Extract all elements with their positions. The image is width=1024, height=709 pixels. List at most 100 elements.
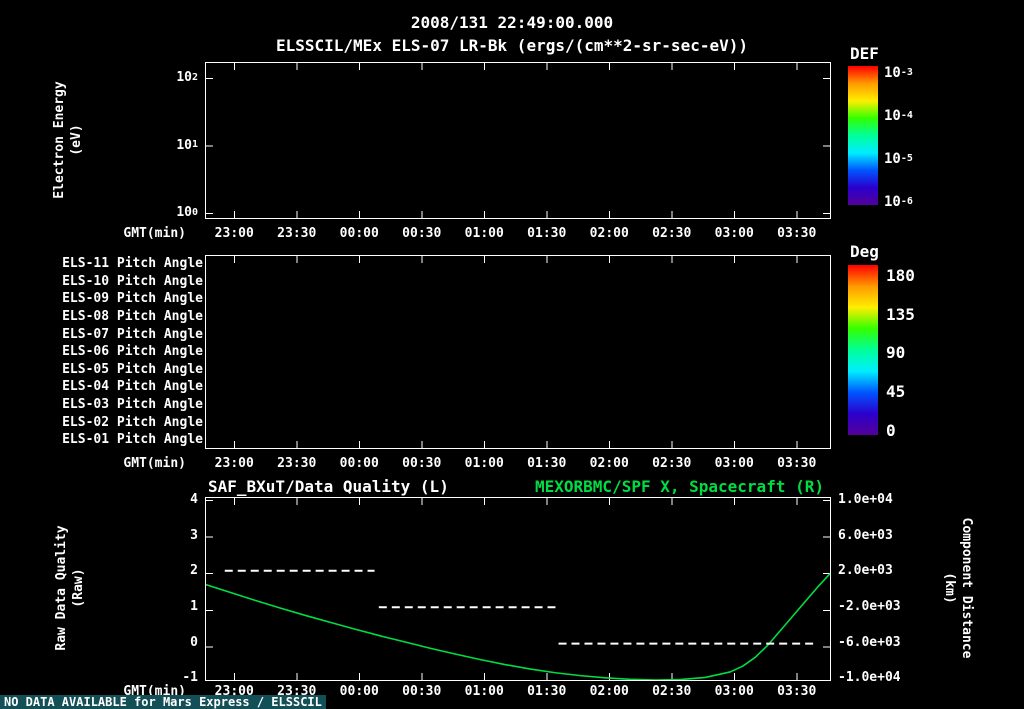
time-tick-label: 01:00 <box>464 456 504 471</box>
time-axis-2: 23:00 23:30 00:00 00:30 01:00 01:30 02:00 02:30… <box>203 456 828 471</box>
y-tick-label: 6.0e+03 <box>838 527 893 543</box>
def-colorbar-tick-labels: 10 -3 10 -4 10 -5 10 -6 <box>884 51 913 223</box>
pitch-angle-row-label: ELS-07 Pitch Angle <box>62 326 203 342</box>
quality-y-tick-labels: 4 3 2 1 0 -1 <box>146 482 198 696</box>
time-tick-label: 23:00 <box>214 456 254 471</box>
pitch-angle-row-label: ELS-11 Pitch Angle <box>62 256 203 272</box>
y-tick-label: -1.0e+04 <box>838 670 901 686</box>
pitch-angle-row-labels: ELS-11 Pitch Angle ELS-10 Pitch Angle ELS-… <box>40 255 203 449</box>
time-tick-label: 23:30 <box>277 226 317 241</box>
pitch-angle-row-label: ELS-09 Pitch Angle <box>62 291 203 307</box>
y-tick-label: 4 <box>190 492 198 508</box>
x-tick-marks-bottom <box>206 441 830 448</box>
pitch-angle-row-label: ELS-05 Pitch Angle <box>62 361 203 377</box>
time-axis-1: 23:00 23:30 00:00 00:30 01:00 01:30 02:00 02:30… <box>203 226 828 241</box>
pitch-angle-row-label: ELS-10 Pitch Angle <box>62 273 203 289</box>
x-tick-marks-top <box>206 63 830 70</box>
def-colorbar-title: DEF <box>850 44 879 63</box>
colorbar-tick-label: 0 <box>886 420 896 440</box>
time-tick-label: 02:00 <box>589 226 629 241</box>
y-tick-marks-left <box>206 63 213 218</box>
gmt-axis-label-1: GMT(min) <box>123 226 186 241</box>
plot-title: ELSSCIL/MEx ELS-07 LR-Bk (ergs/(cm**2-sr… <box>275 36 748 55</box>
time-tick-label: 00:30 <box>402 684 442 699</box>
y-tick-label: 10 2 <box>176 70 198 86</box>
time-tick-label: 03:30 <box>777 456 817 471</box>
y-tick-label: 2.0e+03 <box>838 563 893 579</box>
def-colorbar <box>848 66 878 205</box>
y-tick-label: 10 0 <box>176 205 198 221</box>
time-tick-label: 01:30 <box>527 226 567 241</box>
time-axis-3: 23:00 23:30 00:00 00:30 01:00 01:30 02:00 02:30… <box>203 684 828 699</box>
time-tick-label: 02:30 <box>652 456 692 471</box>
energy-axis-label: Electron Energy (eV) <box>52 81 84 199</box>
colorbar-tick-label: 45 <box>886 382 906 402</box>
y-tick-label: -6.0e+03 <box>838 634 901 650</box>
y-tick-marks-right <box>823 63 830 218</box>
time-tick-label: 01:00 <box>464 684 504 699</box>
deg-colorbar-title: Deg <box>850 242 879 261</box>
time-tick-label: 00:30 <box>402 456 442 471</box>
time-tick-label: 01:30 <box>527 684 567 699</box>
time-tick-label: 00:00 <box>339 684 379 699</box>
y-tick-marks-left <box>206 498 213 680</box>
colorbar-tick-label: 10 -4 <box>884 107 913 124</box>
time-tick-label: 03:30 <box>777 226 817 241</box>
y-tick-label: 10 1 <box>176 137 198 153</box>
y-tick-label: -2.0e+03 <box>838 599 901 615</box>
quality-distance-panel <box>205 497 831 681</box>
time-tick-label: 02:00 <box>589 456 629 471</box>
colorbar-tick-label: 90 <box>886 343 906 363</box>
spacecraft-series-title: MEXORBMC/SPF X, Spacecraft (R) <box>535 477 824 496</box>
time-tick-label: 01:30 <box>527 456 567 471</box>
time-tick-label: 23:30 <box>277 456 317 471</box>
y-tick-label: 1.0e+04 <box>838 492 893 508</box>
y-tick-label: 0 <box>190 634 198 650</box>
pitch-angle-row-label: ELS-08 Pitch Angle <box>62 309 203 325</box>
time-tick-label: 03:00 <box>714 684 754 699</box>
plot-datetime: 2008/131 22:49:00.000 <box>410 13 614 32</box>
time-tick-label: 03:00 <box>714 226 754 241</box>
time-tick-label: 23:00 <box>214 226 254 241</box>
x-tick-marks-bottom <box>206 211 830 218</box>
y-tick-label: 3 <box>190 527 198 543</box>
energy-y-tick-labels: 10 2 10 1 10 0 <box>138 44 198 247</box>
pitch-angle-row-label: ELS-04 Pitch Angle <box>62 379 203 395</box>
time-tick-label: 02:30 <box>652 226 692 241</box>
deg-colorbar-tick-labels: 180 135 90 45 0 <box>886 256 915 450</box>
x-tick-marks-bottom <box>206 673 830 680</box>
quality-series-title: SAF_BXuT/Data Quality (L) <box>208 477 449 496</box>
line-chart <box>206 569 830 680</box>
time-tick-label: 00:00 <box>339 226 379 241</box>
pitch-angle-row-label: ELS-02 Pitch Angle <box>62 414 203 430</box>
y-tick-marks-right <box>823 498 830 680</box>
pitch-angle-panel <box>205 255 831 449</box>
deg-colorbar <box>848 265 878 435</box>
y-tick-label: 1 <box>190 599 198 615</box>
pitch-angle-row-label: ELS-06 Pitch Angle <box>62 344 203 360</box>
colorbar-tick-label: 135 <box>886 304 915 324</box>
x-tick-marks-top <box>206 256 830 263</box>
status-message: NO DATA AVAILABLE for Mars Express / ELS… <box>0 695 326 709</box>
colorbar-tick-label: 180 <box>886 265 915 285</box>
time-tick-label: 02:00 <box>589 684 629 699</box>
time-tick-label: 01:00 <box>464 226 504 241</box>
gmt-axis-label-2: GMT(min) <box>123 456 186 471</box>
colorbar-tick-label: 10 -5 <box>884 150 913 167</box>
pitch-angle-row-label: ELS-03 Pitch Angle <box>62 397 203 413</box>
energy-spectrogram-panel <box>205 62 831 219</box>
time-tick-label: 03:30 <box>777 684 817 699</box>
distance-y-tick-labels: 1.0e+04 6.0e+03 2.0e+03 -2.0e+03 -6.0e+03 -1.… <box>838 482 922 696</box>
time-tick-label: 00:30 <box>402 226 442 241</box>
x-tick-marks-top <box>206 498 830 505</box>
colorbar-tick-label: 10 -3 <box>884 64 913 81</box>
pitch-angle-row-label: ELS-01 Pitch Angle <box>62 432 203 448</box>
distance-axis-label: Component Distance (km) <box>942 517 974 659</box>
y-tick-label: -1 <box>182 670 198 686</box>
time-tick-label: 03:00 <box>714 456 754 471</box>
time-tick-label: 00:00 <box>339 456 379 471</box>
time-tick-label: 02:30 <box>652 684 692 699</box>
quality-axis-label: Raw Data Quality (Raw) <box>54 525 86 651</box>
colorbar-tick-label: 10 -6 <box>884 193 913 210</box>
y-tick-label: 2 <box>190 563 198 579</box>
